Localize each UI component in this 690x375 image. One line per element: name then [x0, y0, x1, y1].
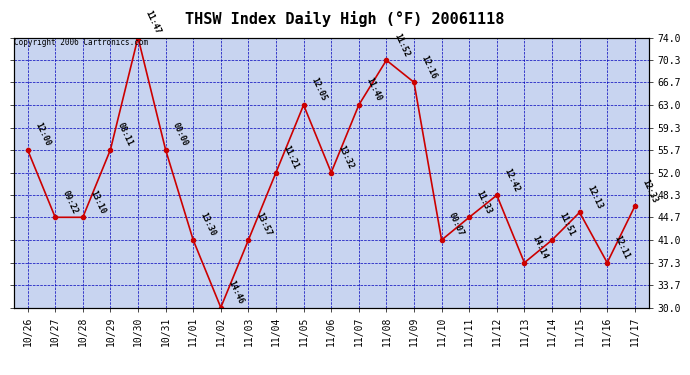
Text: 14:14: 14:14 — [530, 234, 549, 261]
Text: 14:46: 14:46 — [226, 279, 245, 305]
Text: THSW Index Daily High (°F) 20061118: THSW Index Daily High (°F) 20061118 — [186, 11, 504, 27]
Text: 09:22: 09:22 — [61, 189, 79, 215]
Text: 00:07: 00:07 — [447, 211, 466, 238]
Text: 12:16: 12:16 — [420, 54, 438, 80]
Text: 13:57: 13:57 — [254, 211, 273, 238]
Text: 11:47: 11:47 — [144, 9, 162, 35]
Text: 12:11: 12:11 — [613, 234, 631, 261]
Text: 11:33: 11:33 — [475, 189, 493, 215]
Text: 12:05: 12:05 — [309, 76, 328, 103]
Text: Copyright 2006 Cartronics.com: Copyright 2006 Cartronics.com — [14, 38, 148, 46]
Text: 13:10: 13:10 — [88, 189, 107, 215]
Text: 11:52: 11:52 — [392, 32, 411, 58]
Text: 13:32: 13:32 — [337, 144, 355, 170]
Text: 00:00: 00:00 — [171, 121, 190, 148]
Text: 12:00: 12:00 — [33, 121, 52, 148]
Text: 12:42: 12:42 — [502, 166, 521, 193]
Text: 12:13: 12:13 — [585, 184, 604, 210]
Text: 11:40: 11:40 — [364, 76, 383, 103]
Text: 08:11: 08:11 — [116, 121, 135, 148]
Text: 11:51: 11:51 — [558, 211, 576, 238]
Text: 13:30: 13:30 — [199, 211, 217, 238]
Text: 11:21: 11:21 — [282, 144, 300, 170]
Text: 12:33: 12:33 — [640, 178, 659, 204]
